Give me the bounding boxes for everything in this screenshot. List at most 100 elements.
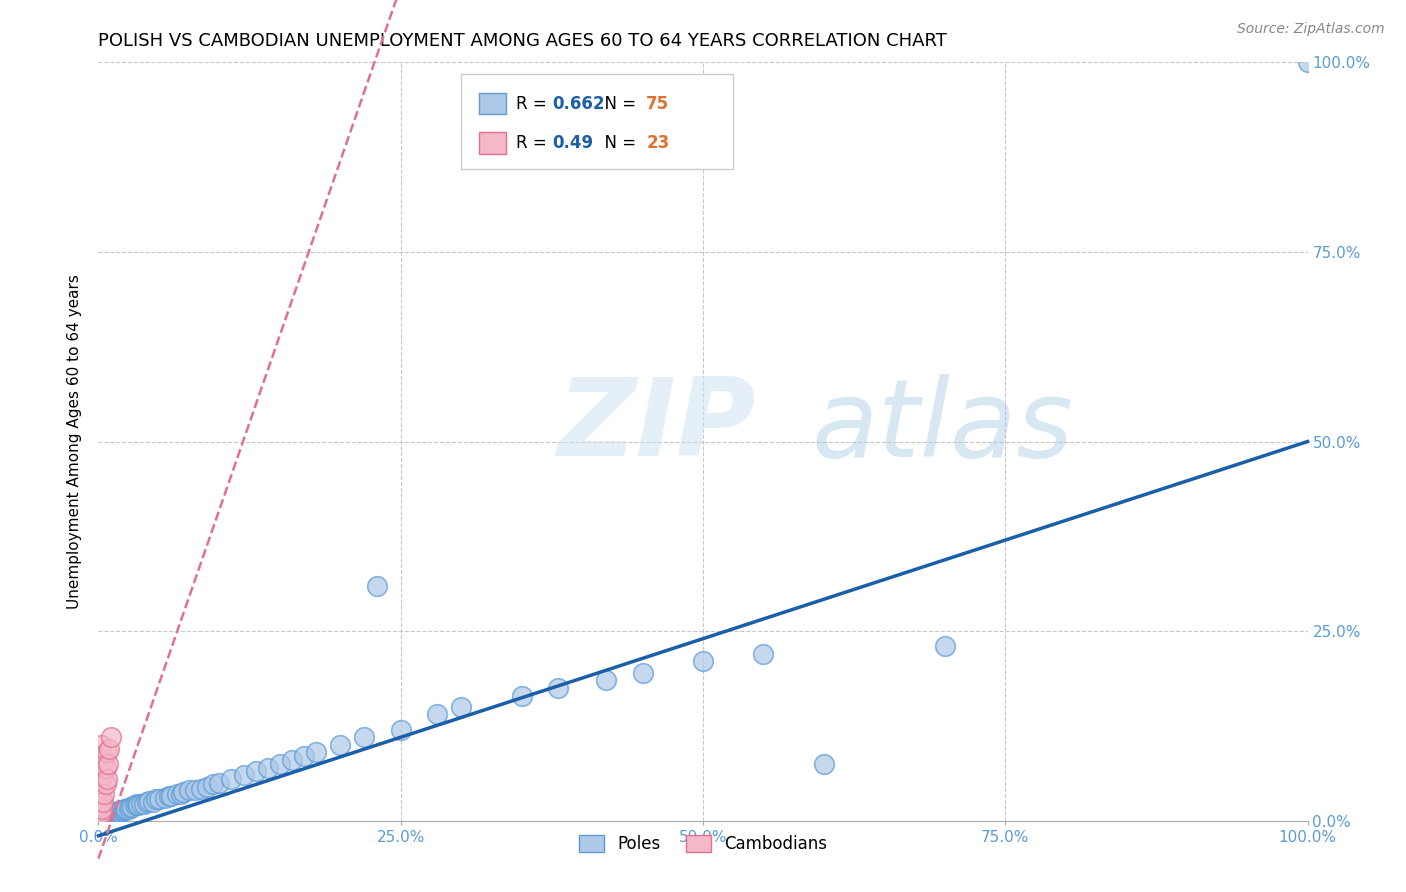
Point (127, 797, 149, 811)
Point (110, 803, 132, 817)
Point (138, 794, 160, 808)
Text: R =: R = (516, 134, 551, 152)
Point (101, 806, 124, 821)
Point (104, 805, 127, 820)
Point (111, 804, 134, 818)
Point (169, 787, 191, 801)
Point (90, 809, 112, 823)
Point (510, 689, 533, 703)
Point (256, 760, 278, 774)
Text: 75: 75 (647, 95, 669, 112)
Point (91, 802, 114, 816)
Point (134, 797, 156, 811)
Point (157, 789, 180, 804)
Point (145, 792, 167, 806)
Point (208, 776, 231, 790)
Point (112, 803, 135, 817)
Point (93, 807, 115, 822)
Point (426, 707, 449, 722)
Point (245, 764, 267, 779)
Point (94, 760, 117, 774)
Point (118, 800, 141, 814)
Point (389, 723, 412, 737)
Point (91, 810, 114, 824)
Legend: Poles, Cambodians: Poles, Cambodians (571, 827, 835, 862)
Point (96, 808, 118, 822)
Point (184, 783, 207, 797)
Text: POLISH VS CAMBODIAN UNEMPLOYMENT AMONG AGES 60 TO 64 YEARS CORRELATION CHART: POLISH VS CAMBODIAN UNEMPLOYMENT AMONG A… (98, 32, 948, 50)
Point (366, 579, 388, 593)
Point (752, 647, 775, 661)
Point (89, 749, 111, 764)
Point (115, 802, 138, 816)
Point (118, 801, 141, 815)
Point (172, 785, 194, 799)
Point (98, 741, 121, 756)
Point (813, 756, 835, 771)
Point (195, 780, 218, 794)
Point (89, 764, 111, 779)
Point (166, 787, 188, 801)
Point (91, 808, 114, 822)
Point (90, 791, 112, 805)
Point (305, 746, 328, 760)
Point (269, 756, 291, 771)
Point (114, 802, 136, 816)
Point (100, 807, 122, 822)
Point (108, 804, 131, 818)
Text: N =: N = (595, 95, 641, 112)
Point (100, 730, 122, 744)
Point (631, 665, 654, 680)
Point (96, 772, 118, 786)
Text: ZIP: ZIP (558, 374, 756, 479)
Text: 0.662: 0.662 (551, 95, 605, 112)
Point (105, 806, 128, 821)
Point (547, 681, 569, 695)
FancyBboxPatch shape (479, 93, 506, 114)
Point (595, 673, 617, 688)
Text: Source: ZipAtlas.com: Source: ZipAtlas.com (1237, 22, 1385, 37)
Point (934, 639, 956, 653)
Point (329, 738, 352, 752)
Point (124, 798, 146, 813)
Point (103, 805, 125, 819)
Point (142, 795, 165, 809)
Point (91, 768, 114, 782)
Point (90, 806, 112, 821)
Text: R =: R = (516, 95, 551, 112)
Point (221, 772, 243, 786)
Point (94, 810, 117, 824)
Point (127, 798, 149, 813)
Y-axis label: Unemployment Among Ages 60 to 64 years: Unemployment Among Ages 60 to 64 years (67, 274, 83, 609)
Point (91, 756, 114, 771)
Point (108, 805, 131, 819)
Point (89, 783, 111, 797)
Point (100, 806, 122, 821)
Point (281, 753, 304, 767)
Point (90, 738, 112, 752)
Point (232, 768, 254, 782)
Point (89, 810, 111, 824)
Point (160, 789, 183, 803)
Point (91, 795, 114, 809)
FancyBboxPatch shape (461, 74, 734, 169)
FancyBboxPatch shape (479, 132, 506, 153)
Point (179, 783, 201, 797)
Point (91, 780, 114, 794)
Point (129, 797, 152, 811)
Point (97, 809, 120, 823)
Point (97, 807, 120, 822)
Point (94, 777, 117, 791)
Point (692, 655, 714, 669)
Point (90, 772, 112, 786)
Point (450, 699, 472, 714)
Point (121, 800, 143, 814)
Point (89, 798, 111, 813)
Text: atlas: atlas (811, 374, 1074, 479)
Point (107, 805, 129, 819)
Point (135, 795, 157, 809)
Text: N =: N = (595, 134, 641, 152)
Point (153, 791, 176, 805)
Point (96, 746, 118, 760)
Point (93, 753, 115, 767)
